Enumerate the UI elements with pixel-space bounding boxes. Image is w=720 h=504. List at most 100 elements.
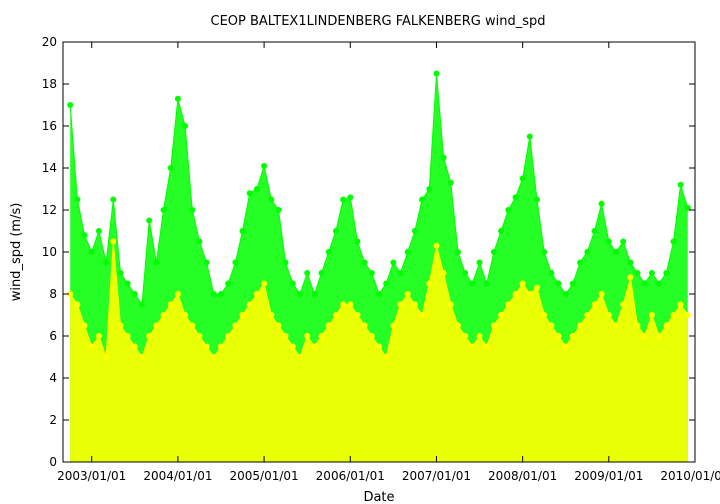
x-tick-label: 2007/01/01 [402, 469, 471, 483]
data-point [598, 291, 605, 297]
x-axis-label: Date [363, 490, 394, 504]
data-point [297, 354, 303, 360]
data-point [613, 322, 619, 329]
data-point [498, 228, 505, 234]
data-point [620, 238, 627, 245]
data-point [139, 301, 145, 308]
data-point [210, 291, 217, 297]
data-point [584, 249, 591, 255]
x-axis: 2003/01/01 2004/01/01 2005/01/01 2006/01/01… [57, 42, 720, 483]
data-point [577, 259, 584, 266]
data-point [548, 322, 555, 329]
data-point [160, 312, 167, 318]
y-tick-label: 18 [42, 77, 57, 91]
data-point [376, 291, 382, 297]
data-point [67, 102, 74, 108]
data-point [81, 322, 88, 329]
data-point [81, 232, 88, 239]
data-point [634, 270, 641, 276]
data-point [268, 196, 275, 203]
data-point [569, 333, 576, 339]
data-point [246, 301, 253, 308]
data-point [289, 343, 296, 350]
data-point [67, 291, 74, 297]
data-point [419, 196, 426, 203]
data-point [124, 333, 131, 339]
data-point [648, 270, 655, 276]
data-point [311, 291, 318, 297]
data-point [512, 291, 519, 297]
data-point [455, 322, 461, 329]
data-point [117, 270, 124, 276]
data-point [577, 322, 584, 329]
data-point [95, 333, 102, 339]
data-point [110, 196, 117, 203]
series-area [70, 241, 688, 462]
data-point [304, 270, 311, 276]
data-point [483, 343, 490, 350]
data-point [469, 280, 476, 287]
x-tick-label: 2006/01/01 [316, 469, 385, 483]
data-point [483, 280, 490, 287]
data-point [368, 333, 375, 339]
x-tick-label: 2008/01/01 [488, 469, 557, 483]
data-point [354, 312, 361, 318]
data-point [146, 333, 153, 339]
y-tick-label: 16 [42, 119, 57, 133]
data-point [383, 280, 390, 287]
data-point [426, 280, 433, 287]
data-point [512, 194, 519, 201]
data-point [656, 333, 663, 339]
data-point [318, 270, 325, 276]
data-point [519, 175, 526, 182]
data-point [383, 354, 390, 360]
data-point [232, 259, 239, 266]
data-point [411, 301, 418, 308]
data-point [103, 354, 110, 360]
data-point [684, 312, 691, 318]
data-point [275, 207, 282, 213]
data-point [569, 280, 576, 287]
data-point [419, 312, 426, 318]
y-tick-label: 0 [49, 455, 57, 469]
data-point [562, 343, 569, 350]
data-point [139, 354, 145, 360]
data-point [534, 196, 540, 203]
data-point [268, 312, 275, 318]
data-point [167, 301, 174, 308]
data-point [677, 301, 684, 308]
data-point [548, 270, 555, 276]
y-tick-label: 2 [49, 413, 57, 427]
data-point [476, 333, 483, 339]
data-point [641, 280, 648, 287]
data-point [469, 343, 476, 350]
data-point [627, 274, 634, 281]
data-point [131, 343, 138, 350]
data-point [447, 301, 454, 308]
data-point [591, 228, 598, 234]
data-point [261, 280, 268, 287]
data-point [253, 186, 260, 192]
data-point [376, 343, 382, 350]
data-point [131, 291, 138, 297]
chart-title: CEOP BALTEX1LINDENBERG FALKENBERG wind_s… [211, 14, 546, 29]
data-point [225, 333, 232, 339]
data-point [153, 259, 160, 266]
data-point [261, 162, 268, 169]
data-point [203, 259, 210, 266]
data-point [196, 333, 203, 339]
data-point [225, 280, 232, 287]
data-point [433, 70, 440, 77]
data-point [239, 228, 246, 234]
data-point [74, 196, 81, 203]
data-point [232, 322, 239, 329]
y-tick-label: 20 [42, 35, 57, 49]
data-point [404, 249, 411, 255]
data-point [218, 343, 224, 350]
data-point [153, 322, 160, 329]
data-point [74, 301, 81, 308]
x-tick-label: 2009/01/01 [574, 469, 643, 483]
data-point [354, 238, 361, 245]
data-point [304, 333, 311, 339]
